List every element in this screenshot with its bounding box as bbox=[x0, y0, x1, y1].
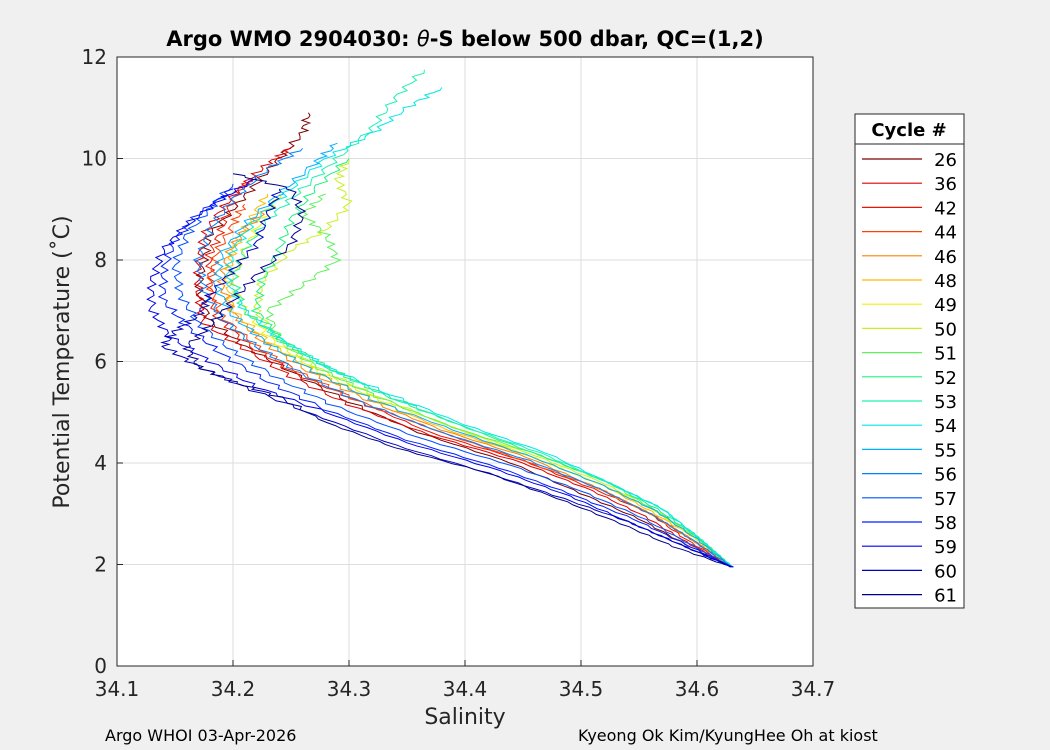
legend-box bbox=[854, 113, 965, 609]
y-axis-label: Potential Temperature (˚C) bbox=[50, 215, 75, 508]
legend-label-53: 53 bbox=[934, 392, 957, 413]
series-line-57 bbox=[171, 183, 731, 568]
legend-label-48: 48 bbox=[934, 271, 957, 292]
series-line-36 bbox=[192, 147, 734, 568]
legend-label-57: 57 bbox=[934, 489, 957, 510]
series-line-61 bbox=[181, 173, 731, 568]
legend-label-61: 61 bbox=[934, 586, 957, 607]
legend-label-46: 46 bbox=[934, 247, 957, 268]
y-tick-label: 0 bbox=[94, 654, 107, 678]
legend-label-56: 56 bbox=[934, 465, 957, 486]
legend-label-51: 51 bbox=[934, 344, 957, 365]
legend-label-49: 49 bbox=[934, 295, 957, 316]
legend-label-36: 36 bbox=[934, 174, 957, 195]
footer-right: Kyeong Ok Kim/KyungHee Oh at kiost bbox=[578, 726, 878, 745]
series-line-50 bbox=[253, 158, 732, 568]
y-tick-label: 8 bbox=[94, 248, 107, 272]
legend-label-52: 52 bbox=[934, 368, 957, 389]
x-tick-label: 34.4 bbox=[443, 677, 488, 701]
series-line-56 bbox=[192, 148, 732, 568]
legend-label-58: 58 bbox=[934, 513, 957, 534]
y-tick-label: 10 bbox=[82, 147, 107, 171]
axes-box bbox=[116, 56, 814, 667]
legend-label-42: 42 bbox=[934, 198, 957, 219]
legend-label-54: 54 bbox=[934, 416, 957, 437]
x-tick-labels: 34.1 34.2 34.3 34.4 34.5 34.6 34.7 bbox=[95, 677, 836, 701]
x-tick-label: 34.1 bbox=[95, 677, 140, 701]
legend-label-59: 59 bbox=[934, 537, 957, 558]
chart-title: Argo WMO 2904030: θ-S below 500 dbar, QC… bbox=[166, 27, 763, 51]
series-line-55 bbox=[212, 142, 734, 568]
legend-label-44: 44 bbox=[934, 223, 957, 244]
series-line-51 bbox=[265, 193, 734, 568]
legend-label-55: 55 bbox=[934, 440, 957, 461]
x-axis-label: Salinity bbox=[424, 705, 505, 730]
x-tick-label: 34.7 bbox=[791, 677, 836, 701]
series-line-59 bbox=[146, 178, 734, 568]
y-tick-label: 6 bbox=[94, 350, 107, 374]
x-tick-label: 34.3 bbox=[327, 677, 372, 701]
footer-left: Argo WHOI 03-Apr-2026 bbox=[105, 726, 296, 745]
legend-entries: 26 36 42 44 46 48 49 50 51 52 53 54 55 56 57 58 59 60 61 bbox=[862, 150, 957, 607]
series-line-58 bbox=[157, 188, 733, 568]
y-tick-labels: 0 2 4 6 8 10 12 bbox=[82, 45, 107, 678]
legend-label-26: 26 bbox=[934, 150, 957, 171]
x-tick-label: 34.2 bbox=[211, 677, 256, 701]
legend-label-60: 60 bbox=[934, 561, 957, 582]
legend: Cycle # 26 36 42 44 46 48 49 50 51 52 53 54 55 56 57 58… bbox=[854, 113, 965, 609]
legend-title: Cycle # bbox=[871, 120, 946, 141]
series-line-46 bbox=[216, 208, 733, 568]
series-line-60 bbox=[160, 188, 732, 568]
series-line-54 bbox=[223, 87, 732, 568]
y-tick-label: 2 bbox=[94, 553, 107, 577]
x-tick-label: 34.6 bbox=[675, 677, 720, 701]
x-tick-label: 34.5 bbox=[559, 677, 604, 701]
legend-label-50: 50 bbox=[934, 319, 957, 340]
series-line-26 bbox=[194, 112, 733, 568]
y-tick-label: 12 bbox=[82, 45, 107, 69]
series-line-52 bbox=[250, 158, 733, 568]
series-group bbox=[146, 69, 734, 568]
y-tick-label: 4 bbox=[94, 451, 107, 475]
